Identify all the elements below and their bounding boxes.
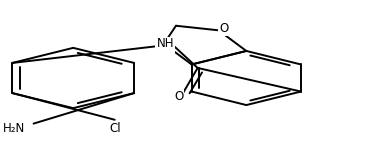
Text: H₂N: H₂N: [3, 122, 25, 135]
Text: O: O: [165, 39, 174, 52]
Text: O: O: [219, 22, 229, 35]
Text: NH: NH: [156, 37, 174, 51]
Text: Cl: Cl: [109, 122, 120, 135]
Text: O: O: [174, 90, 183, 103]
